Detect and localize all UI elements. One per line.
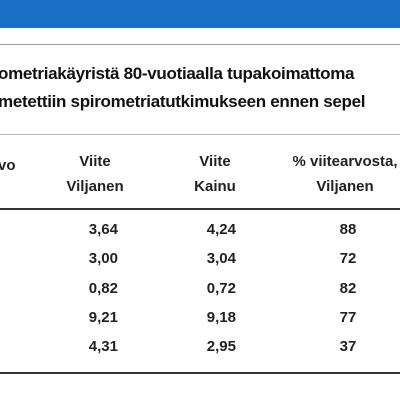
- table-cell: 4,31: [88, 338, 118, 356]
- divider: [0, 134, 400, 135]
- table-cell: 0,72: [206, 279, 236, 297]
- column-header: Viite: [199, 153, 231, 170]
- table-cell: 3,64: [88, 221, 118, 238]
- column-header: Viite: [79, 153, 111, 170]
- column-header: Viljanen: [316, 178, 374, 195]
- table-cell: 77: [339, 308, 357, 326]
- column-header: Kainu: [194, 178, 236, 195]
- caption-line: metettiin spirometriatutkimukseen ennen …: [0, 92, 366, 111]
- column-header: Viljanen: [66, 178, 124, 195]
- table-cell: 4,24: [206, 221, 236, 238]
- table-bottom-rule: [0, 372, 400, 374]
- column-header: vo: [0, 157, 16, 174]
- column-header: % viitearvosta,: [292, 153, 398, 170]
- table-cell: 72: [339, 250, 357, 268]
- divider: [0, 44, 400, 45]
- table-cell: 3,00: [88, 250, 118, 268]
- table-cell: 9,18: [206, 308, 236, 326]
- header-rule: [0, 208, 400, 210]
- table-cell: 2,95: [206, 338, 236, 356]
- header-bar: [0, 0, 400, 28]
- table-cell: 3,04: [206, 250, 236, 268]
- table-cell: 37: [339, 338, 357, 356]
- table-cell: 0,82: [88, 279, 118, 297]
- caption-line: ometriakäyristä 80-vuotiaalla tupakoimat…: [0, 64, 355, 83]
- table-cell: 88: [339, 221, 357, 238]
- table-cell: 82: [339, 279, 357, 297]
- table-cell: 9,21: [88, 308, 118, 326]
